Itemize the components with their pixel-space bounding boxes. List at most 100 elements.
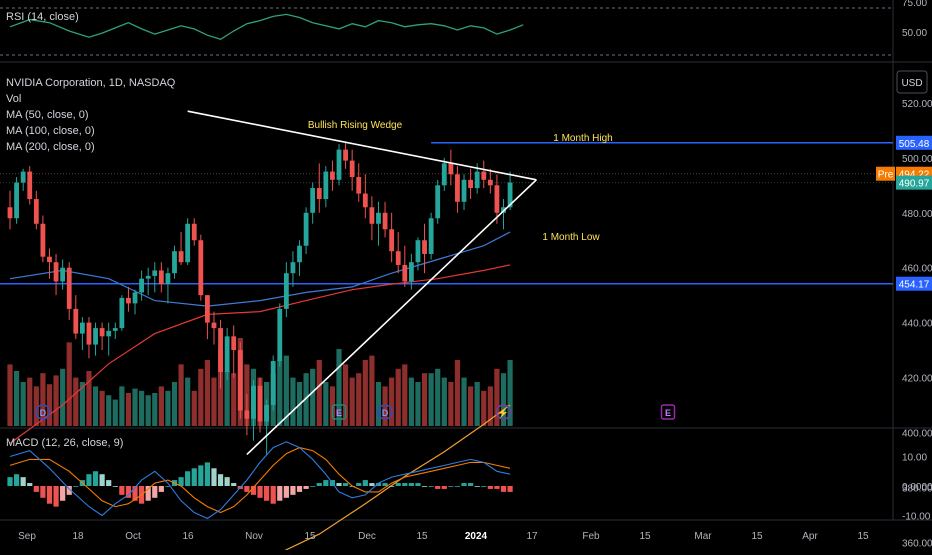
candle-body [369, 207, 375, 224]
candle-body [303, 212, 309, 246]
volume-bar [362, 360, 368, 426]
candle-body [290, 262, 296, 274]
candle-body [126, 297, 131, 304]
volume-bar [86, 371, 92, 426]
event-marker[interactable] [660, 404, 676, 420]
candle-body [316, 188, 322, 200]
macd-histogram-bar [33, 486, 39, 492]
macd-histogram-bar [158, 486, 164, 492]
ma50-line [9, 231, 511, 307]
macd-histogram-bar [112, 486, 118, 487]
macd-histogram-bar [342, 483, 349, 486]
volume-bar [79, 382, 85, 426]
candle-body [415, 240, 421, 263]
low-annotation: 1 Month Low [542, 232, 600, 243]
time-axis-label: Feb [582, 531, 600, 542]
candle-body [53, 262, 59, 282]
macd-histogram-bar [369, 483, 375, 486]
event-marker[interactable] [35, 404, 51, 420]
volume-bar [435, 368, 441, 426]
currency-button-label: USD [901, 78, 922, 89]
macd-histogram-bar [264, 486, 270, 501]
currency-button[interactable] [896, 70, 928, 94]
indicator-ma200[interactable]: MA (200, close, 0) [6, 141, 95, 153]
candle-body [218, 328, 223, 373]
candle-body [356, 177, 362, 194]
rsi-tick-50: 50.00 [902, 28, 927, 39]
time-axis-label: 15 [857, 531, 869, 542]
symbol-title[interactable]: NVIDIA Corporation, 1D, NASDAQ [6, 77, 176, 89]
macd-tick: 0.0000 [902, 482, 932, 493]
price-tick: 400.00 [902, 428, 932, 439]
macd-histogram-bar [99, 474, 105, 486]
candle-body [7, 207, 13, 219]
volume-bar [112, 399, 118, 426]
indicator-ma50[interactable]: MA (50, close, 0) [6, 109, 89, 121]
candle-body [112, 328, 118, 331]
event-marker[interactable] [495, 404, 512, 420]
volume-bar [323, 382, 329, 426]
macd-histogram-bar [356, 483, 362, 486]
volume-bar [53, 375, 59, 426]
event-marker[interactable] [331, 404, 347, 420]
macd-histogram-bar [441, 486, 447, 489]
macd-histogram-bar [408, 483, 414, 486]
indicator-vol[interactable]: Vol [6, 93, 22, 105]
macd-histogram-bar [185, 471, 191, 486]
volume-bar [415, 382, 421, 426]
volume-bar [139, 390, 145, 426]
volume-bar [27, 377, 33, 426]
candle-body [205, 295, 210, 323]
volume-bar [421, 373, 428, 426]
candle-body [297, 245, 302, 263]
wedge-lower-line [246, 179, 537, 455]
volume-bar [303, 373, 309, 426]
candle-body [165, 273, 171, 285]
candle-body [283, 273, 289, 309]
volume-bar [60, 368, 66, 426]
event-marker[interactable] [377, 404, 393, 420]
indicator-ma100[interactable]: MA (100, close, 0) [6, 125, 95, 137]
candle-body [494, 185, 500, 213]
candle-body [158, 270, 164, 285]
premarket-tag [876, 166, 895, 181]
macd-histogram-bar [415, 483, 421, 486]
candle-body [99, 328, 105, 337]
volume-bar [389, 377, 395, 426]
price-badge-label: 454.17 [899, 280, 930, 291]
volume-bar [158, 386, 164, 426]
volume-bar [441, 377, 447, 426]
candle-body [481, 171, 487, 180]
macd-histogram-bar [487, 486, 493, 489]
price-tick: 420.00 [902, 374, 932, 385]
price-badge-label: 505.48 [899, 139, 930, 150]
candle-body [468, 179, 473, 189]
candle-body [20, 171, 26, 183]
volume-bar [73, 377, 79, 426]
macd-histogram-bar [66, 486, 72, 495]
candle-body [178, 251, 184, 263]
macd-histogram-bar [468, 483, 474, 486]
volume-bar [178, 364, 184, 426]
macd-histogram-bar [178, 477, 184, 486]
macd-histogram-bar [119, 486, 125, 495]
premarket-tag-label: Pre [878, 170, 894, 181]
candle-body [487, 179, 493, 186]
volume-bar [454, 360, 461, 426]
candle-body [198, 240, 204, 296]
volume-bar [20, 382, 26, 426]
candle-body [139, 278, 144, 293]
volume-bar [198, 368, 204, 426]
macd-histogram-bar [507, 486, 513, 492]
volume-bar [171, 382, 178, 426]
macd-histogram-bar [435, 486, 441, 489]
time-axis-label: Dec [358, 531, 376, 542]
macd-histogram-bar [474, 486, 480, 487]
macd-histogram-bar [290, 486, 296, 495]
macd-histogram-bar [27, 483, 33, 486]
volume-bar [448, 382, 454, 426]
event-marker-label: E [665, 408, 671, 418]
volume-bar [500, 373, 507, 426]
volume-bar [191, 390, 197, 426]
